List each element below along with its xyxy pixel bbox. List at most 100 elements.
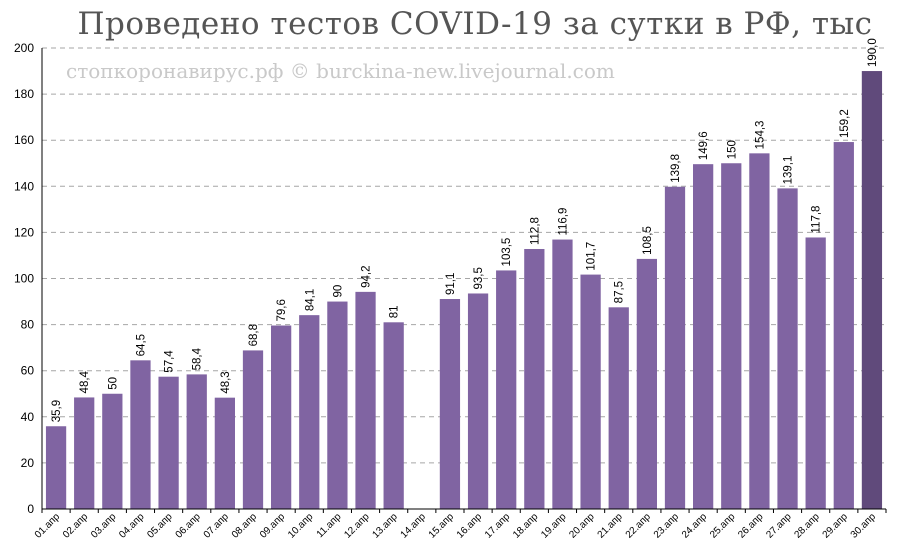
data-label: 57,4: [164, 350, 176, 373]
watermark: стопкоронавирус.рф © burckina-new.livejo…: [66, 59, 615, 83]
data-label: 58,4: [192, 347, 204, 370]
x-tick-label: 19.апр: [539, 511, 569, 541]
bar: [496, 270, 517, 509]
data-label: 79,6: [276, 299, 288, 321]
x-tick-label: 03.апр: [89, 511, 119, 541]
x-tick-label: 25.апр: [708, 511, 738, 541]
data-label: 48,3: [220, 371, 232, 393]
data-label: 81: [389, 305, 401, 318]
bar: [777, 188, 798, 509]
bar: [74, 397, 95, 509]
bar: [186, 374, 207, 509]
y-tick-label: 180: [14, 87, 34, 101]
bars: [45, 71, 883, 510]
x-tick-label: 27.апр: [764, 511, 794, 541]
x-tick-label: 04.апр: [117, 511, 147, 541]
y-tick-label: 80: [21, 318, 35, 332]
y-tick-label: 140: [14, 179, 34, 193]
data-label: 50: [107, 377, 119, 390]
data-label: 150: [726, 140, 738, 159]
data-label: 103,5: [501, 238, 513, 267]
bar: [580, 274, 601, 509]
data-label: 91,1: [445, 273, 457, 295]
x-tick-label: 20.апр: [567, 511, 597, 541]
bar: [693, 164, 714, 509]
y-tick-label: 20: [21, 456, 35, 470]
x-tick-label: 06.апр: [174, 511, 204, 541]
bar: [552, 239, 573, 509]
data-label: 159,2: [839, 109, 851, 138]
bar: [130, 360, 151, 509]
y-tick-label: 200: [14, 41, 34, 55]
x-tick-label: 30.апр: [849, 511, 879, 541]
bar: [608, 307, 629, 509]
bar: [749, 153, 770, 509]
data-label: 112,8: [529, 217, 541, 245]
data-label: 117,8: [811, 206, 823, 234]
data-labels: 35,9 48,4 50 64,5 57,4 58,4 48,3 68,8 79,6 84,1 90…: [51, 38, 879, 422]
x-tick-label: 17.апр: [483, 511, 513, 541]
data-label: 154,3: [754, 121, 766, 150]
x-tick-label: 01.апр: [33, 511, 63, 541]
y-tick-label: 100: [14, 272, 34, 286]
data-label: 116,9: [557, 208, 569, 236]
data-label: 139,8: [670, 154, 682, 183]
bar: [158, 376, 179, 509]
data-label: 139,1: [783, 156, 795, 185]
x-tick-label: 23.апр: [652, 511, 682, 541]
data-label: 190,0: [867, 38, 879, 67]
x-tick-label: 14.апр: [399, 511, 429, 541]
y-tick-label: 60: [21, 364, 35, 378]
bar: [327, 301, 348, 509]
bar: [45, 426, 67, 509]
data-label: 149,6: [698, 131, 710, 160]
x-tick-label: 22.апр: [624, 511, 654, 541]
data-label: 35,9: [51, 400, 63, 422]
bar: [299, 315, 320, 509]
bar: [355, 291, 376, 509]
bar: [467, 293, 489, 509]
bar: [102, 393, 123, 509]
x-tick-label: 08.апр: [230, 511, 260, 541]
x-tick-label: 16.апр: [455, 511, 485, 541]
x-tick-label: 15.апр: [427, 511, 457, 541]
x-tick-label: 21.апр: [596, 511, 626, 541]
bar: [721, 163, 742, 509]
x-tick-label: 11.апр: [315, 511, 344, 540]
data-label: 48,4: [79, 370, 91, 393]
bar: [524, 248, 545, 509]
bar: [271, 325, 292, 509]
x-tick-label: 13.апр: [370, 511, 400, 541]
data-label: 64,5: [135, 334, 147, 356]
bar: [242, 350, 264, 509]
x-tick-label: 29.апр: [821, 511, 851, 541]
bar: [214, 397, 235, 509]
y-tick-label: 160: [14, 133, 34, 147]
x-tick-label: 28.апр: [792, 511, 822, 541]
bar: [861, 71, 883, 510]
data-label: 87,5: [614, 281, 626, 303]
data-label: 94,2: [361, 265, 373, 287]
data-label: 93,5: [473, 267, 485, 289]
y-tick-label: 120: [14, 225, 34, 239]
x-tick-label: 26.апр: [736, 511, 766, 541]
y-tick-label: 0: [27, 502, 34, 516]
bar: [664, 186, 686, 510]
bar: [383, 322, 404, 509]
x-axis: 01.апр02.апр03.апр04.апр05.апр06.апр07.а…: [33, 508, 887, 541]
x-tick-label: 10.апр: [286, 511, 316, 541]
bar: [439, 299, 461, 509]
bar: [833, 142, 854, 509]
gridlines: [42, 47, 886, 464]
data-label: 90: [332, 285, 344, 298]
y-axis: 0 20 40 60 80 100 120 140 160 180 200: [14, 41, 43, 516]
bar: [805, 237, 826, 509]
x-tick-label: 12.апр: [342, 511, 372, 541]
x-tick-label: 24.апр: [680, 511, 710, 541]
data-label: 101,7: [586, 242, 598, 271]
data-label: 84,1: [304, 289, 316, 311]
x-tick-label: 05.апр: [145, 511, 175, 541]
data-label: 108,5: [642, 226, 654, 255]
x-tick-label: 07.апр: [202, 511, 232, 541]
x-tick-label: 02.апр: [61, 511, 91, 541]
